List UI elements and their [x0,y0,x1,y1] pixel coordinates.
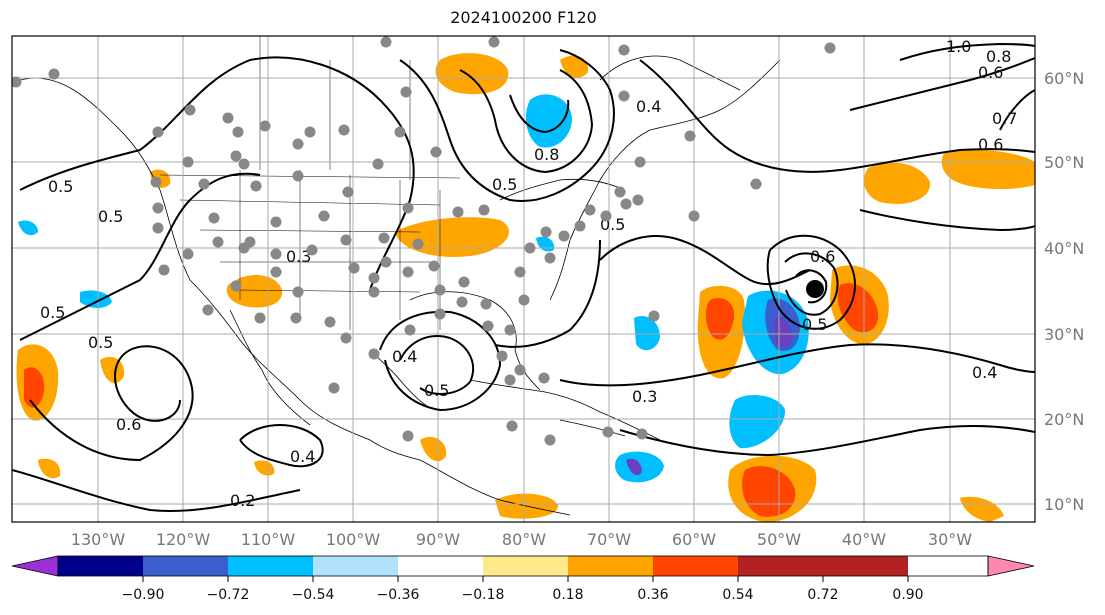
colorbar-ticks [142,576,909,582]
anomaly-region [560,55,589,78]
colorbar-segment [738,556,823,576]
contour-label: 0.6 [978,63,1003,82]
anomaly-region [435,53,509,95]
anomaly-region [395,217,509,257]
contour-label-group: 0.5 0.5 0.5 0.5 0.6 0.2 0.4 0.4 0.5 0.3 … [40,37,1017,510]
map-title: 2024100200 F120 [450,8,597,27]
colorbar-tick-label: −0.18 [462,587,505,603]
anomaly-region [864,162,931,204]
storm-center-marker [806,280,824,298]
map-border [11,35,1036,523]
colorbar-tick-label: 0.18 [552,587,583,603]
colorbar: −0.90 −0.72 −0.54 −0.36 −0.18 0.18 0.36 … [11,555,1035,603]
colorbar-left-arrow [11,555,59,577]
contour-label: 0.8 [986,47,1011,66]
contour-label: 0.6 [116,415,141,434]
lon-label: 50°W [757,530,801,549]
lon-label: 130°W [71,530,126,549]
lon-label: 90°W [416,530,460,549]
contour-label: 0.6 [978,135,1003,154]
lat-label: 20°N [1044,410,1084,429]
colorbar-tick-label: 0.72 [807,587,838,603]
colorbar-tick-label: 0.36 [637,587,668,603]
contour-label: 0.7 [992,109,1017,128]
colorbar-outline [57,555,989,577]
anomaly-core [705,298,735,340]
lon-label: 110°W [241,530,296,549]
lon-label: 120°W [156,530,211,549]
anomaly-region [729,395,786,449]
colorbar-segment [228,556,313,576]
anomaly-region [941,149,1035,190]
contour-label: 0.8 [534,145,559,164]
anomaly-region [525,94,572,148]
colorbar-segment [313,556,398,576]
lat-label: 60°N [1044,69,1084,88]
anomaly-region [960,496,1004,522]
anomaly-region [634,316,660,351]
lat-label: 40°N [1044,239,1084,258]
colorbar-right-arrow [987,555,1035,577]
contour-label: 0.5 [424,381,449,400]
colorbar-tick-label: 0.54 [722,587,753,603]
colorbar-segment [143,556,228,576]
contour-label: 0.5 [98,207,123,226]
contour-label: 0.5 [88,333,113,352]
lon-label: 30°W [928,530,972,549]
contour-label: 0.4 [972,363,997,382]
contour-label: 0.6 [810,247,835,266]
anomaly-region [38,458,61,479]
colorbar-segment [483,556,568,576]
contour-label: 0.5 [48,177,73,196]
contour-label: 1.0 [946,37,971,56]
colorbar-tick-label: −0.72 [207,587,250,603]
contour-label: 0.2 [230,491,255,510]
colorbar-segment [653,556,738,576]
anomaly-region [18,220,38,236]
lat-label: 10°N [1044,495,1084,514]
contour-lines [12,42,1035,512]
contour-label: 0.3 [286,247,311,266]
contour-label: 0.5 [40,303,65,322]
contour-label: 0.4 [392,347,417,366]
contour-label: 0.5 [492,175,517,194]
anomaly-core [24,367,45,408]
anomaly-shading [16,53,1035,522]
latitude-axis: 60°N 50°N 40°N 30°N 20°N 10°N [1044,69,1084,514]
contour-label: 0.4 [290,447,315,466]
colorbar-tick-label: −0.36 [377,587,420,603]
contour-label: 0.3 [632,387,657,406]
grid-lines [12,36,1035,522]
colorbar-segment [58,556,143,576]
colorbar-tick-label: −0.90 [122,587,165,603]
lon-label: 70°W [587,530,631,549]
colorbar-tick-label: −0.54 [292,587,335,603]
lon-label: 40°W [842,530,886,549]
station-dots [12,36,836,446]
contour-label: 0.5 [802,315,827,334]
anomaly-region [80,290,112,308]
lat-label: 30°N [1044,325,1084,344]
lon-label: 80°W [502,530,546,549]
colorbar-segment [568,556,653,576]
lat-label: 50°N [1044,153,1084,172]
contour-label: 0.4 [636,97,661,116]
colorbar-tick-label: 0.90 [892,587,923,603]
colorbar-segment [398,556,483,576]
lon-label: 100°W [326,530,381,549]
anomaly-region [420,436,447,462]
lon-label: 60°W [672,530,716,549]
anomaly-core [626,458,642,476]
anomaly-core [837,283,879,333]
colorbar-segment [823,556,908,576]
anomaly-region [254,460,275,476]
longitude-axis: 130°W 120°W 110°W 100°W 90°W 80°W 70°W 6… [71,530,972,549]
